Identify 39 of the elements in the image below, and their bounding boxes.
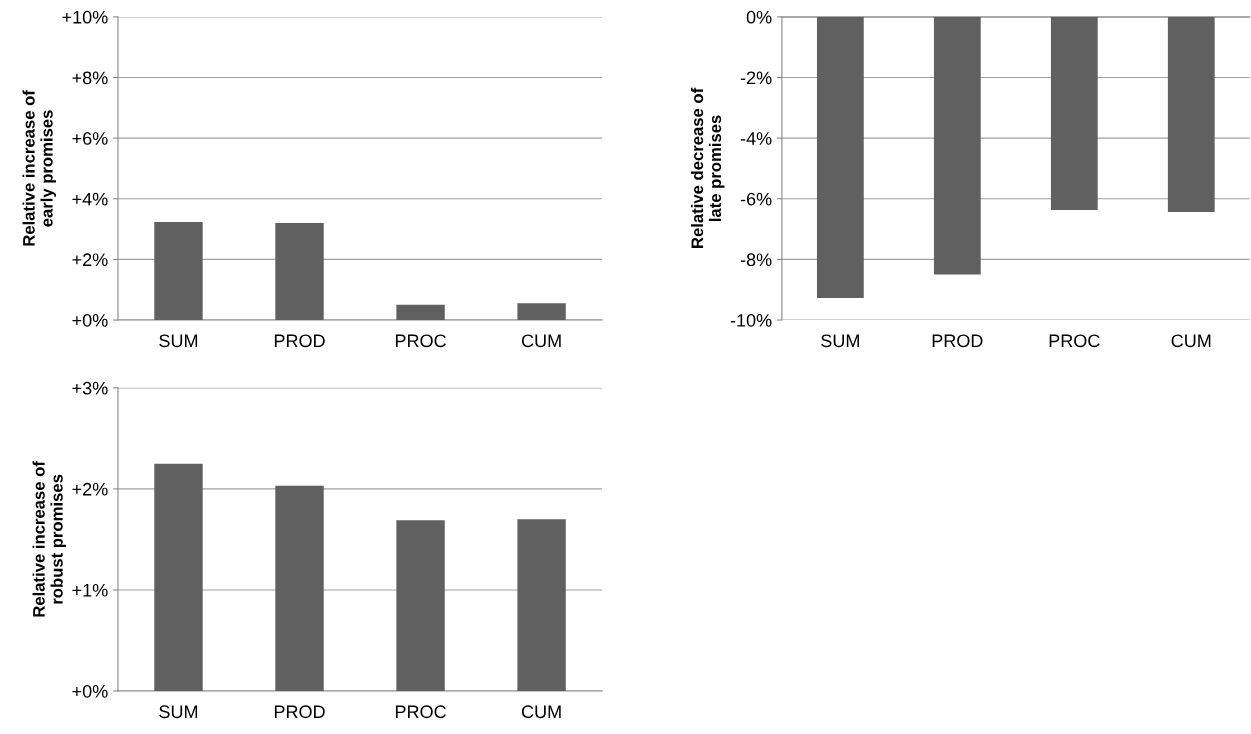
x-tick-label: CUM [521, 334, 561, 348]
y-axis-title: Relative increase of early promises [22, 90, 57, 246]
x-tick-label: PROD [274, 705, 325, 719]
y-tick-label: +1% [72, 583, 108, 597]
y-tick-label: -8% [740, 253, 772, 267]
bar [396, 520, 445, 691]
x-tick-label: SUM [821, 334, 859, 348]
x-tick-label: PROC [1049, 334, 1100, 348]
y-tick-label: +8% [72, 71, 108, 85]
x-tick-label: PROC [395, 705, 446, 719]
y-tick-label: -2% [740, 71, 772, 85]
y-tick-label: +0% [72, 313, 108, 327]
x-tick-label: SUM [159, 334, 198, 348]
bar [275, 485, 324, 691]
y-tick-label: +0% [72, 684, 108, 698]
x-tick-label: SUM [159, 705, 198, 719]
y-tick-label: +2% [72, 253, 108, 267]
bar [154, 222, 203, 321]
y-tick-label: -4% [740, 132, 772, 145]
bar [517, 519, 566, 691]
y-axis-title: Relative decrease of late promises [690, 87, 725, 248]
x-tick-label: PROC [395, 334, 446, 348]
y-axis-title: Relative increase of robust promises [32, 461, 67, 617]
y-tick-label: +3% [72, 381, 108, 395]
y-tick-label: +10% [62, 10, 108, 24]
y-tick-label: +2% [72, 482, 108, 496]
x-tick-label: PROD [932, 334, 983, 348]
y-tick-label: 0% [746, 10, 772, 24]
y-tick-label: -10% [730, 313, 772, 327]
bar [154, 463, 203, 691]
bar [517, 303, 566, 321]
y-tick-label: +6% [72, 132, 108, 145]
x-tick-label: CUM [521, 705, 561, 719]
y-tick-label: +4% [72, 192, 108, 206]
bar [396, 304, 445, 321]
x-tick-label: PROD [274, 334, 325, 348]
x-tick-label: CUM [1171, 334, 1211, 348]
y-tick-label: -6% [740, 192, 772, 206]
bar [275, 223, 324, 321]
